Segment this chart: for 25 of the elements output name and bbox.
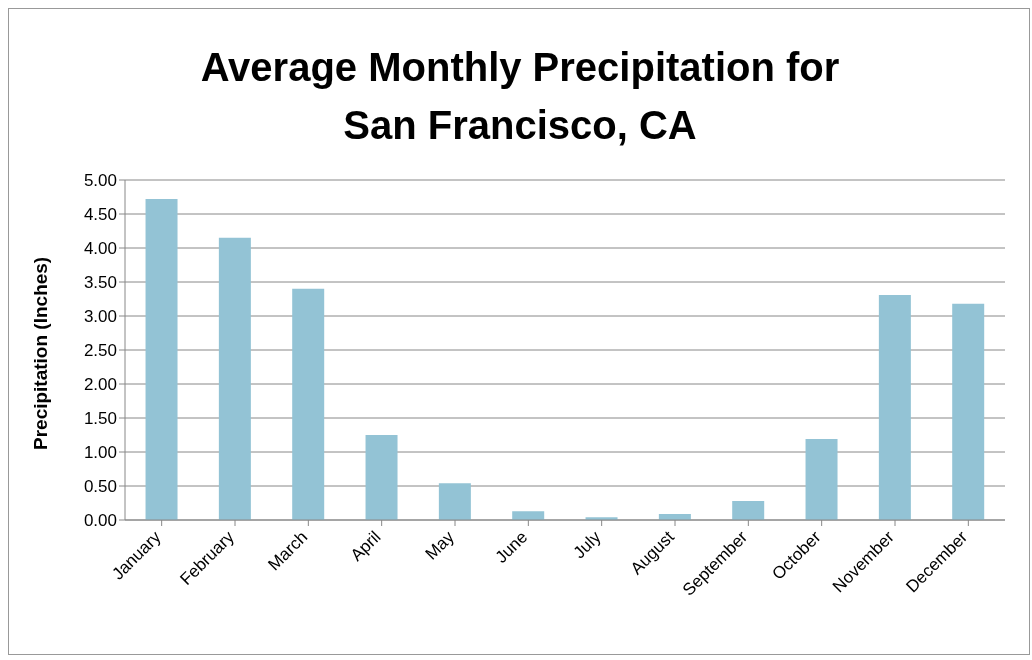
- bar: [438, 483, 471, 520]
- x-tick-label: July: [569, 527, 605, 563]
- bar: [805, 439, 838, 520]
- y-axis-title: Precipitation (Inches): [29, 256, 51, 450]
- x-tick-label: May: [421, 527, 459, 564]
- bar: [732, 500, 765, 520]
- y-tick-label: 2.00: [83, 375, 117, 395]
- y-tick-label: 2.50: [83, 341, 117, 361]
- y-tick-label: 1.00: [83, 443, 117, 463]
- y-tick-label: 3.50: [83, 273, 117, 293]
- y-tick-label: 3.00: [83, 307, 117, 327]
- bar: [292, 288, 325, 520]
- bar: [365, 435, 398, 520]
- y-tick-label: 4.50: [83, 205, 117, 225]
- bar: [145, 199, 178, 520]
- y-tick-label: 1.50: [83, 409, 117, 429]
- y-tick-label: 0.00: [83, 511, 117, 531]
- y-tick-label: 5.00: [83, 171, 117, 191]
- y-tick-label: 0.50: [83, 477, 117, 497]
- bar: [218, 237, 251, 520]
- bar: [952, 303, 985, 520]
- chart-title: Average Monthly Precipitation for San Francisco, CA: [199, 44, 841, 149]
- y-tick-label: 4.00: [83, 239, 117, 259]
- bar: [878, 294, 911, 520]
- bar: [512, 511, 545, 520]
